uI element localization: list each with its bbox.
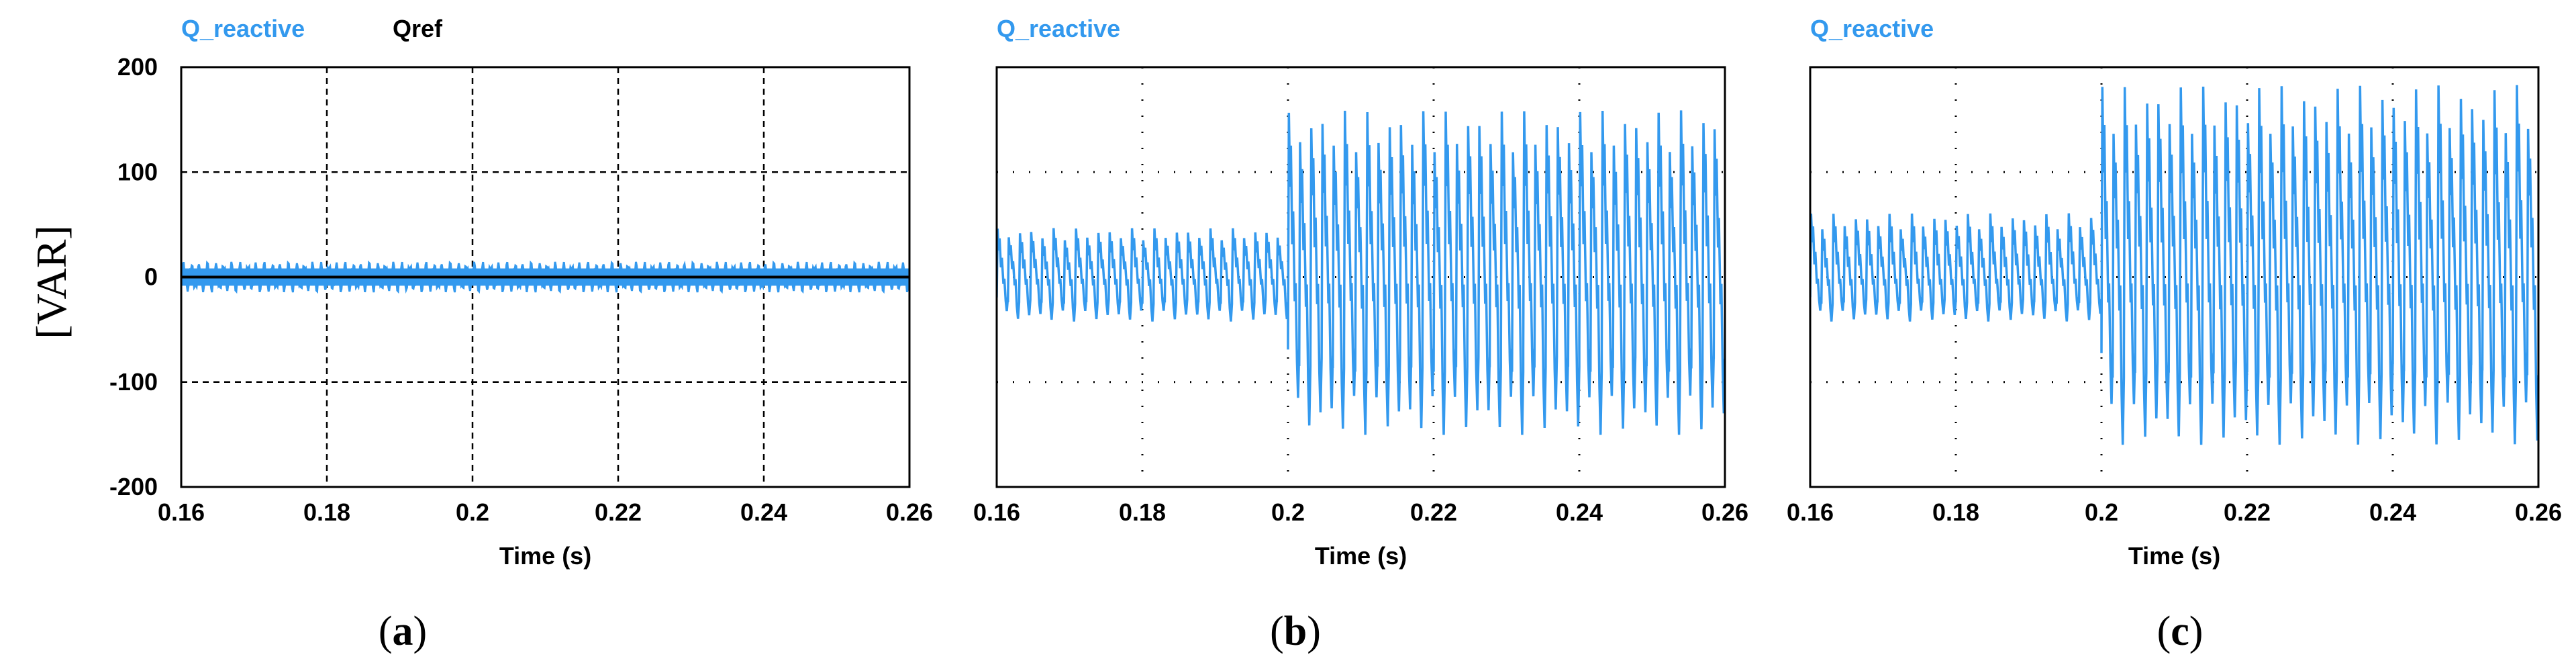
y-axis-label: [VAR] xyxy=(28,225,75,339)
y-tick-label: 100 xyxy=(117,158,158,185)
panel-label: (b) xyxy=(1270,609,1321,654)
legend-entry: Q_reactive xyxy=(181,15,305,42)
legend-entry: Qref xyxy=(393,15,443,42)
panel-label: (c) xyxy=(2157,609,2203,654)
panel-label: (a) xyxy=(379,609,427,654)
x-axis-label: Time (s) xyxy=(2128,542,2220,570)
x-tick-label: 0.18 xyxy=(1932,498,1979,526)
x-tick-label: 0.22 xyxy=(595,498,642,526)
x-tick-label: 0.26 xyxy=(1701,498,1748,526)
series-line-q-reactive xyxy=(997,110,1725,435)
x-tick-label: 0.26 xyxy=(2515,498,2562,526)
y-tick-label: -100 xyxy=(109,368,158,396)
x-tick-label: 0.16 xyxy=(973,498,1020,526)
y-tick-label: 200 xyxy=(117,53,158,81)
y-tick-label: 0 xyxy=(144,263,158,291)
x-tick-label: 0.24 xyxy=(2369,498,2416,526)
legend-entry: Q_reactive xyxy=(997,15,1120,42)
x-tick-label: 0.2 xyxy=(1271,498,1305,526)
x-tick-label: 0.24 xyxy=(740,498,787,526)
chart-panel-a: 0.16 0.18 0.2 0.22 0.24 0.26 200 100 0 -100 -200 Ti… xyxy=(109,15,933,654)
x-tick-label: 0.16 xyxy=(1787,498,1834,526)
x-tick-label: 0.2 xyxy=(2085,498,2118,526)
plot-frame xyxy=(180,66,911,488)
x-axis-label: Time (s) xyxy=(1315,542,1407,570)
plot-frame xyxy=(1809,66,2540,488)
chart-panel-c: 0.16 0.18 0.2 0.22 0.24 0.26 Time (s) Q_reactiv… xyxy=(1787,15,2562,654)
y-tick-label: -200 xyxy=(109,473,158,500)
x-axis-label: Time (s) xyxy=(499,542,591,570)
x-tick-label: 0.22 xyxy=(1410,498,1457,526)
x-tick-label: 0.18 xyxy=(303,498,350,526)
x-tick-label: 0.24 xyxy=(1556,498,1603,526)
legend-entry: Q_reactive xyxy=(1810,15,1934,42)
chart-panel-b: 0.16 0.18 0.2 0.22 0.24 0.26 Time (s) Q_reactiv… xyxy=(973,15,1748,654)
series-line-q-reactive xyxy=(1810,85,2538,445)
x-tick-label: 0.22 xyxy=(2224,498,2271,526)
x-tick-label: 0.26 xyxy=(886,498,933,526)
x-tick-label: 0.18 xyxy=(1119,498,1166,526)
plot-frame xyxy=(995,66,1726,488)
x-tick-label: 0.2 xyxy=(456,498,489,526)
x-tick-label: 0.16 xyxy=(158,498,205,526)
